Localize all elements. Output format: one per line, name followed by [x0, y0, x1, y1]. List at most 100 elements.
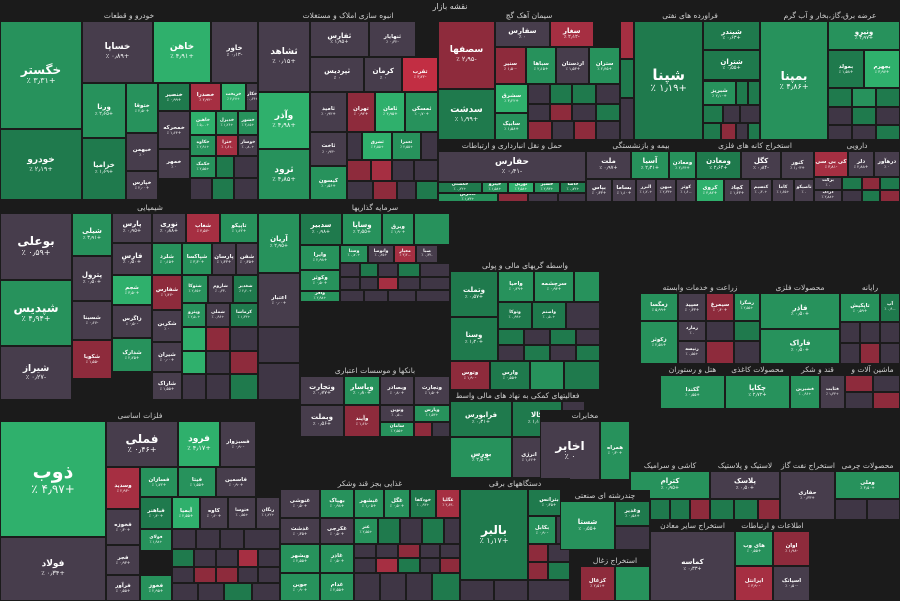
treemap-tile[interactable]: چکاپا +۲٫۷۲ ٪: [725, 375, 790, 409]
treemap-tile[interactable]: [444, 518, 460, 544]
treemap-tile[interactable]: [216, 156, 234, 178]
treemap-tile[interactable]: [420, 558, 440, 573]
treemap-tile[interactable]: خوساز +۰٫۸۰ ٪: [238, 135, 258, 156]
treemap-tile[interactable]: [340, 289, 364, 302]
treemap-tile[interactable]: [548, 561, 570, 581]
treemap-tile[interactable]: [370, 160, 393, 181]
sector-group[interactable]: دارویی کی بی سی -۳٫۸۱ ٪ دلر +۲٫۸۸ ٪ درهآور ۰ ٪…: [814, 140, 900, 202]
treemap-tile[interactable]: حفاری +۰٫۳۳ ٪: [780, 471, 835, 520]
treemap-tile[interactable]: وسنا +۱٫۲۰ ٪: [450, 316, 498, 361]
treemap-tile[interactable]: [194, 549, 216, 567]
treemap-tile[interactable]: زمارد ۰ ٪: [678, 320, 706, 342]
treemap-tile[interactable]: [860, 343, 880, 364]
treemap-tile[interactable]: ثعمرا +۲٫۵۵ ٪: [392, 131, 421, 161]
sector-group[interactable]: عرضه برق،گاز،بخار و آب گرم بمپنا +۴٫۸۶ ٪ ون…: [760, 10, 900, 140]
treemap-tile[interactable]: [230, 326, 258, 351]
treemap-tile[interactable]: ثنهایار -۰٫۳۲ ٪: [368, 21, 417, 58]
sector-group[interactable]: فراورده های نفتی شپنا +۱٫۱۹ ٪ شبندر +۰٫۶۳ ٪ ش…: [620, 10, 760, 140]
treemap-tile[interactable]: های وب +۰٫۵۵ ٪: [735, 531, 773, 566]
treemap-tile[interactable]: کچاد +۱٫۴۳ ٪: [724, 178, 750, 202]
treemap-tile[interactable]: غنوشی +۰٫۵۰ ٪: [280, 489, 320, 519]
treemap-tile[interactable]: [364, 289, 388, 302]
treemap-tile[interactable]: [194, 567, 216, 583]
treemap-tile[interactable]: [862, 189, 880, 202]
treemap-tile[interactable]: بوعلی +۰٫۵۹ ٪: [0, 213, 72, 280]
treemap-tile[interactable]: [739, 105, 760, 123]
treemap-tile[interactable]: ونجارت +۱٫۵۰ ٪: [414, 376, 450, 405]
treemap-tile[interactable]: آریان +۲٫۹۵ ٪: [258, 213, 300, 274]
treemap-tile[interactable]: شتوکا +۲٫۶۵ ٪: [182, 275, 208, 304]
treemap-tile[interactable]: فتوسا +۰٫۵۵ ٪: [228, 497, 256, 529]
treemap-tile[interactable]: شفارس -۱٫۴۷ ٪: [152, 275, 182, 310]
treemap-tile[interactable]: معیار -۳٫۳۰ ٪: [394, 245, 416, 263]
treemap-tile[interactable]: [735, 122, 748, 140]
treemap-tile[interactable]: سنیر -۱٫۵۰ ٪: [495, 47, 526, 85]
treemap-tile[interactable]: [498, 329, 524, 346]
sector-group[interactable]: محصولات کاغذی چکاپا +۲٫۷۲ ٪: [725, 364, 790, 409]
treemap-tile[interactable]: [524, 345, 550, 361]
treemap-tile[interactable]: خزامیا +۱٫۶۹ ٪: [82, 138, 126, 200]
treemap-tile[interactable]: کاما +۱٫۶۵ ٪: [772, 178, 794, 202]
treemap-tile[interactable]: گکندا +۰٫۵۵ ٪: [660, 375, 725, 409]
treemap-tile[interactable]: فاسمین +۰٫۹۰ ٪: [216, 467, 256, 497]
treemap-tile[interactable]: شپنا +۱٫۱۹ ٪: [634, 21, 704, 140]
treemap-tile[interactable]: کگل -۰٫۸۴ ٪: [741, 151, 781, 179]
treemap-tile[interactable]: [440, 558, 460, 573]
treemap-tile[interactable]: [876, 124, 900, 140]
treemap-tile[interactable]: [230, 374, 258, 400]
treemap-tile[interactable]: قشیرین +۰٫۹۶ ٪: [790, 375, 820, 409]
treemap-tile[interactable]: کروی +۴٫۸۲ ٪: [696, 178, 724, 202]
treemap-tile[interactable]: فخوز +۲٫۹۵ ٪: [140, 575, 172, 601]
treemap-tile[interactable]: [574, 271, 600, 303]
treemap-tile[interactable]: [258, 567, 280, 583]
treemap-tile[interactable]: [571, 84, 596, 104]
treemap-tile[interactable]: حکشتی +۰٫۲۲ ٪: [438, 182, 482, 193]
treemap-tile[interactable]: شکربن ۰ ٪: [152, 309, 182, 342]
treemap-tile[interactable]: وارس +۰٫۵۵ ٪: [490, 360, 530, 390]
treemap-tile[interactable]: وایرا +۲٫۹۸ ٪: [300, 245, 340, 270]
treemap-tile[interactable]: غبشهر +۱٫۰۵ ٪: [354, 489, 384, 519]
treemap-tile[interactable]: وبرق +۱٫۹۰ ٪: [382, 213, 414, 246]
treemap-tile[interactable]: ثاخت -۰٫۹۳ ٪: [310, 131, 347, 166]
treemap-tile[interactable]: ثرود +۴٫۸۵ ٪: [258, 148, 311, 200]
treemap-tile[interactable]: خاهن +۴٫۹۱ ٪: [153, 21, 211, 83]
treemap-tile[interactable]: [867, 498, 900, 520]
treemap-tile[interactable]: [835, 498, 867, 520]
treemap-tile[interactable]: [414, 213, 450, 246]
treemap-tile[interactable]: [354, 543, 376, 559]
treemap-tile[interactable]: [380, 572, 406, 601]
treemap-tile[interactable]: بجهرم +۳٫۹۷ ٪: [864, 49, 900, 89]
treemap-tile[interactable]: سصفها -۲٫۹۵ ٪: [438, 21, 495, 89]
treemap-tile[interactable]: خمهر ۰ ٪: [158, 149, 190, 179]
treemap-tile[interactable]: شبریز +۲٫۱۰ ٪: [703, 80, 736, 106]
treemap-tile[interactable]: [388, 289, 416, 302]
sector-group[interactable]: انبوه سازی املاک و مستغلات ثشاهد +۰٫۱۵ ٪ ثف…: [258, 10, 438, 200]
treemap-tile[interactable]: [528, 543, 548, 562]
treemap-tile[interactable]: غکرجی +۰٫۵۰ ٪: [320, 518, 354, 544]
treemap-tile[interactable]: [571, 103, 596, 122]
treemap-tile[interactable]: سیمرغ +۰٫۴۰ ٪: [706, 293, 734, 321]
treemap-tile[interactable]: کنسیم +۰٫۳۰ ٪: [750, 178, 772, 202]
treemap-tile[interactable]: [550, 329, 576, 346]
treemap-tile[interactable]: خصدرا -۲٫۹۲ ٪: [190, 83, 221, 111]
treemap-tile[interactable]: وپترو +۲٫۵۰ ٪: [182, 303, 206, 327]
sector-group[interactable]: سرمایه گذاریها سدبیر +۰٫۹۸ ٪ وساپا +۲٫۵۵ ٪ وب…: [300, 202, 450, 302]
treemap-tile[interactable]: تقرب -۳٫۲۲ ٪: [402, 57, 438, 92]
treemap-tile[interactable]: خاور -۰٫۱۳ ٪: [211, 21, 258, 83]
treemap-tile[interactable]: [416, 180, 438, 200]
treemap-tile[interactable]: غدام +۲٫۵۵ ٪: [320, 572, 354, 601]
treemap-tile[interactable]: بالبر +۱٫۱۷ ٪: [460, 489, 528, 581]
treemap-tile[interactable]: [828, 88, 852, 108]
treemap-tile[interactable]: [734, 341, 760, 364]
treemap-tile[interactable]: سشرق +۳٫۲۲ ٪: [495, 84, 528, 113]
treemap-tile[interactable]: فسبزوار -۰٫۹۰ ٪: [220, 421, 256, 467]
treemap-tile[interactable]: حآسا +۰٫۷۲ ٪: [560, 182, 586, 193]
treemap-tile[interactable]: سباها +۲٫۱۵ ٪: [525, 47, 557, 85]
treemap-tile[interactable]: کوثر -۱٫۶۰ ٪: [676, 178, 696, 202]
treemap-tile[interactable]: ثشاهد +۰٫۱۵ ٪: [258, 21, 311, 92]
treemap-tile[interactable]: توریل +۴٫۵۸ ٪: [508, 182, 534, 193]
treemap-tile[interactable]: [258, 326, 300, 364]
treemap-tile[interactable]: زنیسه +۰٫۵۵ ٪: [678, 341, 706, 364]
treemap-tile[interactable]: خپارس +۲٫۰۰ ٪: [126, 171, 158, 200]
treemap-tile[interactable]: شبندر +۰٫۶۳ ٪: [703, 21, 760, 50]
